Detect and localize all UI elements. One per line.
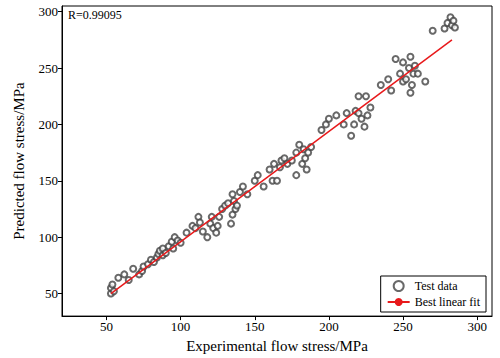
- svg-text:Predicted flow stress/MPa: Predicted flow stress/MPa: [11, 82, 27, 240]
- svg-text:Experimental flow stress/MPa: Experimental flow stress/MPa: [186, 338, 368, 354]
- svg-text:150: 150: [39, 173, 59, 188]
- svg-text:50: 50: [100, 319, 113, 334]
- svg-text:100: 100: [39, 230, 59, 245]
- svg-text:Test data: Test data: [415, 279, 458, 293]
- svg-text:300: 300: [467, 319, 487, 334]
- svg-text:300: 300: [39, 4, 59, 19]
- svg-text:50: 50: [45, 286, 58, 301]
- svg-text:R=0.99095: R=0.99095: [68, 8, 122, 22]
- svg-text:200: 200: [39, 117, 59, 132]
- svg-text:250: 250: [393, 319, 413, 334]
- svg-text:150: 150: [245, 319, 265, 334]
- svg-text:250: 250: [39, 61, 59, 76]
- svg-text:Best linear fit: Best linear fit: [415, 295, 481, 309]
- svg-text:200: 200: [319, 319, 339, 334]
- svg-text:100: 100: [171, 319, 191, 334]
